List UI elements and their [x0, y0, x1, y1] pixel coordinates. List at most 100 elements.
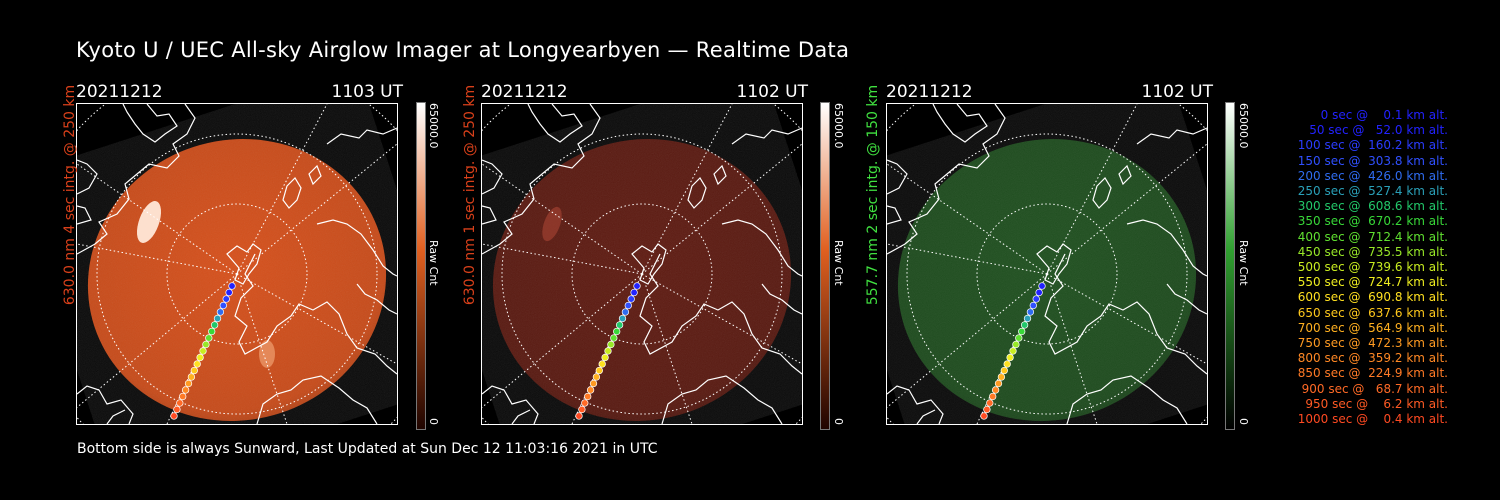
trajectory-point: [176, 399, 184, 407]
coastline: [1036, 243, 1072, 285]
trajectory-point: [584, 392, 592, 401]
trajectory-point: [181, 386, 190, 394]
trajectory-point: [196, 353, 204, 362]
colorbar-unit-label: Raw Cnt: [427, 240, 440, 286]
legend-row: 650 sec @ 637.6 km alt.: [1293, 305, 1448, 320]
trajectory-point: [581, 399, 589, 407]
trajectory-point: [222, 295, 230, 303]
trajectory-point: [1015, 334, 1023, 342]
trajectory-point: [1032, 295, 1040, 303]
colorbar-max-label: 65000.0: [427, 103, 440, 149]
coastline: [639, 253, 802, 375]
trajectory-point: [621, 308, 630, 316]
trajectory-point: [607, 340, 615, 349]
allsky-image: [886, 103, 1208, 425]
trajectory-point: [228, 282, 236, 290]
colorbar: [1225, 102, 1235, 430]
legend-row: 850 sec @ 224.9 km alt.: [1293, 366, 1448, 381]
map-grid-line: [77, 273, 238, 408]
legend-row: 50 sec @ 52.0 km alt.: [1301, 123, 1448, 138]
map-grid-line: [166, 203, 308, 345]
legend-row: 800 sec @ 359.2 km alt.: [1293, 351, 1448, 366]
trajectory-point: [633, 282, 641, 290]
panel-time: 1102 UT: [736, 82, 809, 102]
trajectory-point: [210, 321, 219, 329]
map-grid-line: [482, 163, 643, 275]
panel-time: 1103 UT: [331, 82, 404, 102]
trajectory-point: [578, 405, 586, 414]
trajectory-point: [219, 301, 227, 310]
colorbar: [820, 102, 830, 430]
panel-date: 20211212: [886, 82, 973, 102]
coastline: [687, 127, 802, 209]
trajectory-point: [598, 360, 606, 368]
coastline: [887, 375, 1188, 424]
trajectory-point: [980, 412, 988, 420]
trajectory-point: [1026, 308, 1035, 316]
legend-row: 950 sec @ 6.2 km alt.: [1301, 396, 1448, 411]
panel-date: 20211212: [481, 82, 568, 102]
airglow-panel-557nm-2sec: 20211212 1102 UT: [886, 78, 1216, 430]
map-grid-line: [77, 243, 238, 275]
trajectory-point: [187, 373, 196, 381]
trajectory-point: [575, 412, 583, 420]
coastline: [1126, 219, 1207, 315]
trajectory-point: [199, 347, 207, 355]
legend-row: 400 sec @ 712.4 km alt.: [1293, 229, 1448, 244]
trajectory-point: [613, 327, 621, 336]
legend-row: 700 sec @ 564.9 km alt.: [1293, 320, 1448, 335]
map-grid-line: [77, 163, 238, 275]
legend-row: 550 sec @ 724.7 km alt.: [1293, 275, 1448, 290]
colorbar-unit-label: Raw Cnt: [832, 240, 845, 286]
map-grid-line: [236, 273, 397, 365]
trajectory-point: [1029, 301, 1037, 310]
map-grid-line: [482, 273, 643, 408]
trajectory-point: [208, 327, 216, 336]
trajectory-point: [595, 366, 603, 375]
map-grid-line: [1046, 273, 1207, 365]
trajectory-point: [627, 295, 635, 303]
legend-row: 250 sec @ 527.4 km alt.: [1293, 184, 1448, 199]
page-title: Kyoto U / UEC All-sky Airglow Imager at …: [76, 38, 850, 62]
footer-note: Bottom side is always Sunward, Last Upda…: [77, 441, 658, 457]
trajectory-point: [193, 360, 201, 368]
panel-date: 20211212: [76, 82, 163, 102]
coastline: [282, 127, 397, 209]
trajectory-point: [202, 340, 210, 349]
legend-row: 500 sec @ 739.6 km alt.: [1293, 260, 1448, 275]
legend-row: 450 sec @ 735.5 km alt.: [1293, 244, 1448, 259]
trajectory-point: [179, 392, 187, 401]
colorbar-max-label: 65000.0: [832, 103, 845, 149]
coastline: [887, 104, 1006, 255]
trajectory-point: [1038, 282, 1046, 290]
trajectory-point: [601, 353, 609, 362]
panel-time: 1102 UT: [1141, 82, 1214, 102]
map-grid-line: [887, 243, 1048, 275]
aurora-bright-spot: [136, 201, 162, 243]
coastline: [1092, 127, 1207, 209]
map-grid-line: [501, 133, 783, 415]
trajectory-point: [1003, 360, 1011, 368]
trajectory-point: [1018, 327, 1026, 336]
trajectory-point: [618, 314, 627, 323]
panel-wavelength-label: 630.0 nm 1 sec intg. @ 250 km: [462, 84, 478, 306]
trajectory-point: [170, 412, 178, 420]
legend-row: 150 sec @ 303.8 km alt.: [1293, 153, 1448, 168]
trajectory-point: [184, 379, 193, 388]
panel-wavelength-label: 630.0 nm 4 sec intg. @ 250 km: [62, 84, 78, 306]
coastline: [77, 375, 378, 424]
trajectory-point: [610, 334, 618, 342]
panel-wavelength-label: 557.7 nm 2 sec intg. @ 150 km: [865, 84, 881, 306]
map-grid-line: [641, 273, 802, 365]
trajectory-point: [624, 301, 632, 310]
coastline: [482, 104, 601, 255]
airglow-panel-630nm-4sec: 20211212 1103 UT: [76, 78, 406, 430]
allsky-image: [76, 103, 398, 425]
map-grid-line: [976, 203, 1118, 345]
legend-row: 0 sec @ 0.1 km alt.: [1309, 108, 1448, 122]
trajectory-legend: 0 sec @ 0.1 km alt. 50 sec @ 52.0 km alt…: [1248, 108, 1448, 427]
trajectory-point: [1020, 321, 1029, 329]
trajectory-point: [991, 386, 1000, 394]
map-grid-line: [887, 163, 1048, 275]
trajectory-point: [1035, 288, 1043, 297]
